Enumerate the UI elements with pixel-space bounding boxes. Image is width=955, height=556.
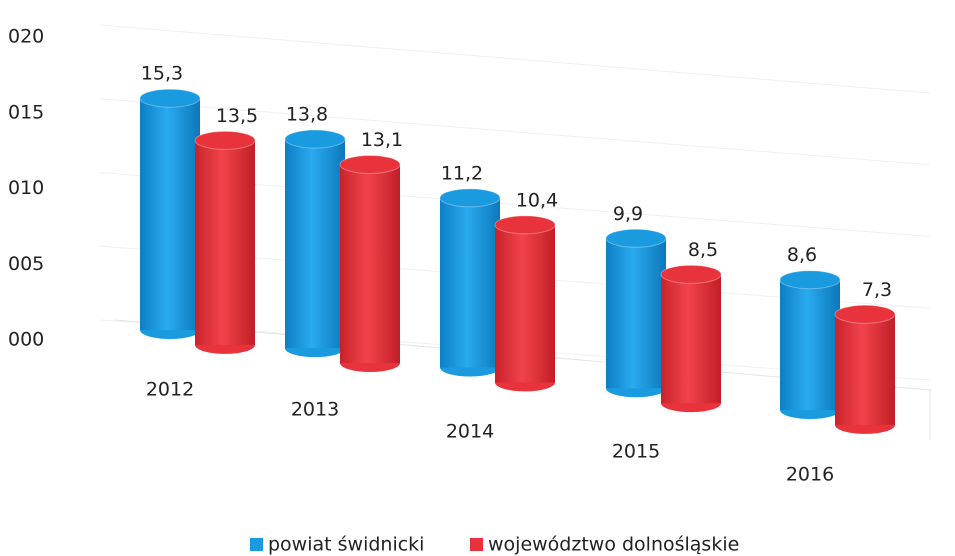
value-label: 8,5 — [688, 239, 718, 261]
y-tick-label: 020 — [8, 26, 44, 48]
cylinder-top — [780, 271, 840, 289]
x-tick-label: 2014 — [446, 421, 494, 443]
chart: 000 005 010 015 020 2012 15,3 13,5 2013 13,8 13,1 2… — [0, 0, 955, 556]
x-tick-label: 2016 — [786, 464, 834, 486]
bar — [440, 198, 500, 368]
value-label: 13,1 — [361, 129, 403, 151]
legend-label: powiat świdnicki — [268, 534, 424, 556]
y-tick-label: 015 — [8, 101, 44, 123]
bar — [340, 165, 400, 363]
grid-line — [100, 25, 930, 93]
bar — [835, 314, 895, 425]
value-label: 13,5 — [216, 105, 258, 127]
value-label: 7,3 — [862, 279, 892, 301]
bar — [140, 98, 200, 330]
cylinder-top — [285, 130, 345, 148]
value-label: 11,2 — [441, 162, 483, 184]
cylinder-top — [835, 305, 895, 323]
value-label: 8,6 — [787, 244, 817, 266]
cylinder-top — [606, 229, 666, 247]
bar — [195, 140, 255, 345]
y-tick-label: 005 — [8, 253, 44, 275]
bar — [495, 225, 555, 383]
x-tick-label: 2013 — [291, 399, 339, 421]
legend-swatch — [250, 538, 263, 551]
value-label: 10,4 — [516, 189, 558, 211]
value-label: 15,3 — [141, 63, 183, 85]
value-label: 13,8 — [286, 104, 328, 126]
cylinder-top — [661, 265, 721, 283]
y-tick-label: 000 — [8, 329, 44, 351]
bar — [780, 280, 840, 410]
cylinder-top — [495, 216, 555, 234]
legend-label: województwo dolnośląskie — [488, 534, 739, 556]
legend-swatch — [470, 538, 483, 551]
bar — [661, 274, 721, 403]
value-label: 9,9 — [613, 203, 643, 225]
bar — [606, 238, 666, 388]
cylinder-top — [440, 189, 500, 207]
x-tick-label: 2012 — [146, 379, 194, 401]
bar — [285, 139, 345, 348]
y-tick-label: 010 — [8, 177, 44, 199]
cylinder-top — [140, 89, 200, 107]
x-tick-label: 2015 — [612, 441, 660, 463]
cylinder-top — [195, 131, 255, 149]
cylinder-top — [340, 156, 400, 174]
